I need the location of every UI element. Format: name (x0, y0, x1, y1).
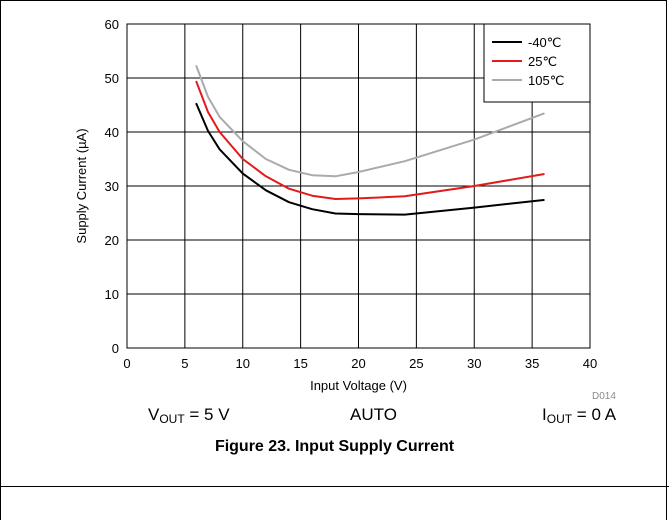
x-tick-label: 40 (583, 356, 597, 371)
y-tick-label: 30 (105, 179, 119, 194)
legend-box (483, 23, 591, 103)
x-axis-title: Input Voltage (V) (310, 378, 407, 393)
mode-condition: AUTO (350, 405, 397, 424)
iout-condition: IOUT = 0 A (542, 405, 616, 426)
iout-subscript: OUT (546, 412, 573, 426)
y-tick-label: 20 (105, 233, 119, 248)
supply-current-chart: 0 5 10 15 20 25 30 35 40 0 10 20 30 40 50 60 Input Volt… (74, 17, 598, 393)
y-tick-label: 10 (105, 287, 119, 302)
series-line (195, 65, 545, 178)
x-tick-label: 0 (123, 356, 130, 371)
legend-label: -40℃ (528, 35, 561, 50)
y-tick-label: 40 (105, 125, 119, 140)
vout-symbol: V (148, 405, 160, 424)
x-tick-label: 10 (236, 356, 250, 371)
y-axis-title: Supply Current (µA) (74, 128, 89, 243)
legend: -40℃ 25℃ 105℃ (483, 23, 591, 103)
x-tick-label: 30 (467, 356, 481, 371)
document-id-label: D014 (592, 391, 616, 402)
series-line (195, 102, 545, 216)
iout-value: = 0 A (572, 405, 617, 424)
y-tick-label: 0 (112, 341, 119, 356)
x-tick-label: 25 (409, 356, 423, 371)
series-line (195, 80, 545, 200)
figure-caption: Figure 23. Input Supply Current (214, 438, 455, 455)
tick-layer: 0 5 10 15 20 25 30 35 40 0 10 20 30 40 50 60 (105, 17, 598, 371)
legend-label: 25℃ (528, 54, 557, 69)
iout-symbol: I (542, 405, 547, 424)
vout-condition: VOUT = 5 V (148, 405, 230, 426)
x-tick-label: 15 (293, 356, 307, 371)
x-tick-label: 5 (181, 356, 188, 371)
legend-label: 105℃ (528, 73, 564, 88)
plot-border (126, 23, 591, 349)
x-tick-label: 20 (351, 356, 365, 371)
x-tick-label: 35 (525, 356, 539, 371)
y-tick-label: 60 (105, 17, 119, 32)
vout-subscript: OUT (159, 412, 185, 426)
series-layer (195, 65, 545, 216)
vout-value: = 5 V (184, 405, 230, 424)
y-tick-label: 50 (105, 71, 119, 86)
